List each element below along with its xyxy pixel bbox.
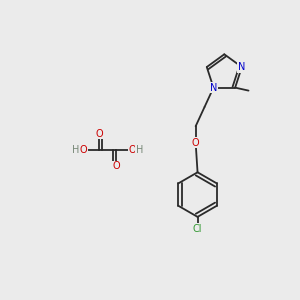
- Text: O: O: [112, 161, 120, 171]
- Text: O: O: [96, 129, 103, 139]
- Text: O: O: [128, 145, 136, 155]
- Text: H: H: [136, 145, 143, 155]
- Text: H: H: [72, 145, 80, 155]
- Text: N: N: [210, 82, 217, 93]
- Text: O: O: [79, 145, 87, 155]
- Text: N: N: [238, 62, 245, 72]
- Text: Cl: Cl: [193, 224, 202, 234]
- Text: O: O: [192, 138, 200, 148]
